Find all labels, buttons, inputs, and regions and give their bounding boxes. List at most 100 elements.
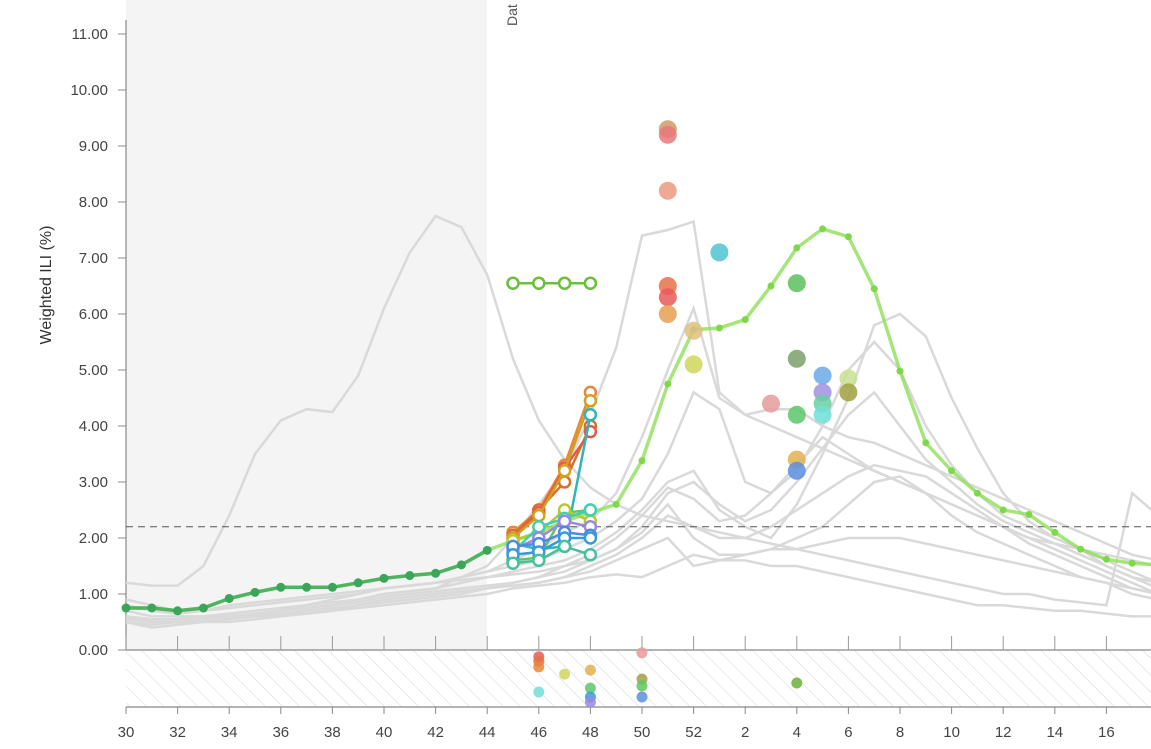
highlight-point — [896, 367, 904, 375]
forecast-point — [506, 276, 520, 290]
forecast-point — [557, 464, 572, 478]
history-shade — [126, 0, 487, 650]
peak-point — [813, 366, 832, 385]
highlight-point — [870, 285, 878, 293]
peak-point — [787, 349, 806, 368]
onset-point — [533, 661, 545, 673]
forecasts — [506, 276, 598, 570]
forecast-line — [512, 414, 592, 551]
y-axis: 0.00 1.00 2.00 3.00 4.00 5.00 6.00 7.00 8.00 9.00… — [70, 20, 127, 659]
x-tick-label: 40 — [376, 724, 393, 741]
onset-point — [584, 682, 596, 694]
highlight-point — [999, 506, 1007, 514]
observed-point — [482, 545, 492, 555]
observed-point — [353, 578, 363, 588]
y-tick-label: 5.00 — [79, 362, 108, 379]
x-tick-label: 48 — [582, 724, 599, 741]
forecast-point — [583, 548, 598, 562]
past-season-line — [125, 304, 1151, 615]
x-tick-label: 4 — [793, 724, 801, 741]
peak-predictions — [658, 120, 858, 480]
forecast-point — [532, 508, 546, 523]
y-tick-label: 2.00 — [79, 530, 108, 547]
observed-point — [250, 587, 260, 597]
highlight-point — [1025, 510, 1033, 518]
x-tick-label: 50 — [634, 724, 651, 741]
y-tick-label: 4.00 — [79, 418, 108, 435]
onset-point — [533, 686, 545, 698]
x-tick-label: 12 — [995, 724, 1012, 741]
highlight-point — [973, 489, 981, 497]
onset-point — [636, 691, 648, 703]
y-axis-label: Weighted ILI (%) — [38, 226, 55, 345]
x-tick-label: 42 — [427, 724, 444, 741]
peak-point — [839, 369, 858, 388]
highlight-point — [612, 500, 620, 508]
x-tick-label: 16 — [1098, 724, 1115, 741]
observed-point — [431, 568, 441, 578]
date-marker-label: Dat — [504, 4, 520, 26]
observed-point — [327, 582, 337, 592]
highlight-point — [1051, 528, 1059, 536]
onset-point — [559, 668, 571, 680]
forecast-point — [583, 394, 598, 408]
peak-point — [710, 243, 729, 262]
onset-predictions — [533, 647, 803, 708]
past-season-line — [125, 553, 1151, 624]
observed-point — [302, 582, 312, 592]
highlight-point — [1102, 555, 1110, 563]
forecast-line — [512, 508, 591, 542]
y-tick-label: 6.00 — [79, 306, 108, 323]
peak-point — [787, 461, 806, 480]
forecast-line — [512, 425, 592, 537]
peak-point — [813, 405, 832, 424]
x-tick-label: 30 — [118, 724, 135, 741]
forecast-point — [583, 276, 598, 290]
highlight-point — [1128, 559, 1136, 567]
onset-point — [636, 647, 648, 659]
x-tick-label: 38 — [324, 724, 341, 741]
forecast-point — [583, 408, 598, 422]
x-tick-label: 14 — [1046, 724, 1063, 741]
forecast-point — [557, 539, 572, 554]
current-season — [121, 225, 1151, 616]
observed-point — [456, 560, 466, 570]
past-seasons — [125, 214, 1151, 629]
peak-point — [684, 321, 703, 340]
forecast-line — [512, 536, 591, 557]
forecast-line — [512, 508, 591, 553]
observed-point — [147, 603, 157, 613]
highlight-point — [638, 457, 646, 465]
past-season-line — [125, 435, 1151, 621]
onset-point — [584, 696, 596, 708]
peak-point — [658, 125, 677, 144]
past-season-line — [125, 536, 1151, 621]
x-tick-label: 36 — [272, 724, 289, 741]
forecast-point — [532, 276, 546, 290]
x-tick-label: 8 — [896, 724, 904, 741]
forecast-point — [557, 514, 572, 528]
onset-point — [636, 680, 648, 692]
peak-point — [787, 405, 806, 424]
highlight-point — [1077, 545, 1085, 553]
x-tick-label: 46 — [530, 724, 547, 741]
onset-point — [584, 664, 596, 676]
forecast-line — [512, 519, 591, 551]
forecast-point — [506, 556, 520, 570]
forecast-point — [583, 503, 598, 517]
forecast-line — [512, 400, 592, 539]
peak-point — [658, 181, 677, 200]
forecast-line — [512, 508, 591, 562]
y-tick-label: 9.00 — [79, 138, 108, 155]
highlight-point — [922, 439, 930, 447]
peak-point — [762, 394, 780, 413]
observed-point — [173, 606, 183, 616]
highlight-point — [948, 467, 956, 475]
y-tick-label: 3.00 — [79, 474, 108, 491]
forecast-point — [583, 531, 598, 545]
highlight-point — [844, 233, 852, 241]
highlight-point — [767, 282, 775, 290]
x-tick-label: 32 — [169, 724, 186, 741]
observed-point — [198, 603, 208, 613]
